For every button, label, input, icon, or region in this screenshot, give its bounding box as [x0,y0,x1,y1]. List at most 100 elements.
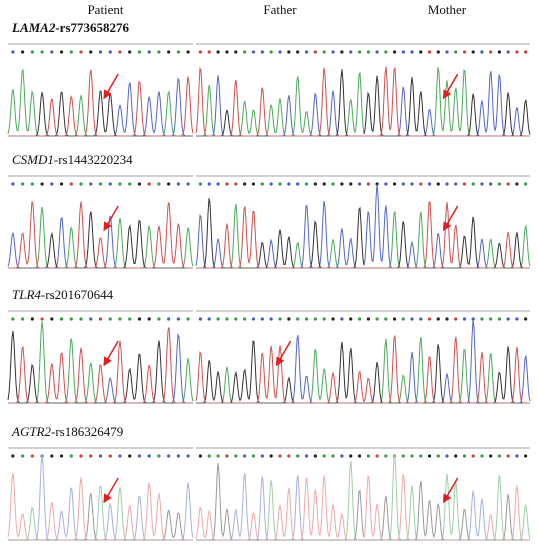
base-dot [410,182,414,186]
base-dot [186,317,190,321]
base-dot [167,454,171,458]
gene-name: CSMD1- [12,152,58,167]
base-dot [137,317,142,321]
base-dot [198,317,203,321]
variant-arrow [103,73,119,100]
base-dot [79,454,83,458]
base-dot [176,50,180,54]
base-dot [331,317,335,321]
base-dot [186,50,190,54]
base-dot [401,317,405,321]
base-dot [198,454,203,458]
base-dot [357,50,362,54]
base-dot [59,454,64,458]
base-dot [251,50,256,54]
variant-arrow [442,73,459,100]
trace [196,463,365,541]
base-dot [506,50,510,54]
base-dot [50,317,54,321]
base-dot [108,50,112,54]
base-dot [349,50,353,54]
base-dot [349,454,353,458]
trace [7,215,193,269]
base-dot [79,182,83,186]
base-dot [454,50,458,54]
base-dot [89,182,93,186]
base-dot [21,50,25,54]
base-dot [128,182,132,186]
base-dot [497,50,502,54]
base-dot [296,454,300,458]
base-dot [50,50,54,54]
base-dot [40,50,44,54]
base-dot [98,317,103,321]
trace [364,454,531,541]
trace [195,475,364,541]
base-dot [401,50,405,54]
base-dot [462,454,467,458]
base-dot [471,317,475,321]
base-dot [11,317,15,321]
base-dot [462,182,467,186]
base-dot [392,50,397,54]
base-dot [489,317,493,321]
trace [364,480,530,541]
base-dot [157,182,161,186]
base-dot [251,182,256,186]
base-dot [234,182,238,186]
base-dot [176,182,180,186]
base-dot [506,317,510,321]
base-dot [234,317,238,321]
base-dot [304,182,309,186]
base-dot [471,182,475,186]
base-dot [287,182,291,186]
base-dot [445,182,449,186]
snp-id: rs201670644 [45,287,113,302]
base-dot [21,182,25,186]
base-dot [322,317,326,321]
base-dot [497,182,502,186]
gene-name: LAMA2- [11,20,60,35]
base-dot [243,182,247,186]
variant-arrow [103,205,119,232]
row-label: AGTR2-rs186326479 [11,424,123,439]
base-dot [287,454,291,458]
base-dot [108,182,112,186]
base-dot [392,317,397,321]
base-dot [313,454,317,458]
base-dot [375,454,379,458]
base-dot [251,317,256,321]
base-dot [471,50,475,54]
base-dot [480,317,484,321]
trace [8,211,193,269]
variant-arrow [103,340,119,367]
base-dot [269,50,273,54]
base-dot [384,317,388,321]
base-dot [225,317,229,321]
trace [8,454,194,541]
base-dot [340,317,344,321]
base-dot [40,182,44,186]
base-dot [108,317,112,321]
base-dot [157,454,161,458]
base-dot [11,182,15,186]
base-dot [198,182,203,186]
base-dot [30,182,34,186]
base-dot [234,454,238,458]
base-dot [436,50,440,54]
base-dot [366,50,370,54]
base-dot [216,50,220,54]
base-dot [340,182,344,186]
base-dot [118,454,122,458]
base-dot [471,454,475,458]
base-dot [515,317,519,321]
base-dot [50,454,54,458]
trace [8,201,193,269]
base-dot [225,182,229,186]
base-dot [313,182,317,186]
base-dot [147,50,151,54]
base-dot [11,50,15,54]
base-dot [304,50,309,54]
base-dot [278,50,282,54]
base-dot [331,182,335,186]
